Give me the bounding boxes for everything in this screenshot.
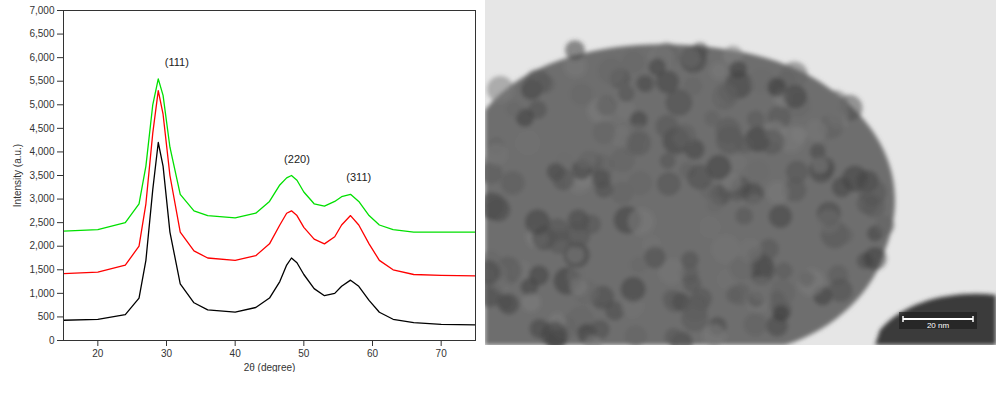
svg-text:4,500: 4,500 [29, 123, 54, 134]
svg-text:20: 20 [92, 348, 104, 359]
svg-text:50: 50 [298, 348, 310, 359]
svg-text:(111): (111) [165, 56, 189, 68]
svg-text:40: 40 [230, 348, 242, 359]
svg-text:70: 70 [436, 348, 448, 359]
svg-text:20 nm: 20 nm [927, 321, 950, 330]
svg-text:6,000: 6,000 [29, 52, 54, 63]
svg-text:(311): (311) [346, 171, 371, 183]
svg-text:60: 60 [367, 348, 379, 359]
svg-text:2,500: 2,500 [29, 217, 54, 228]
svg-text:1,000: 1,000 [29, 288, 54, 299]
svg-text:500: 500 [38, 311, 55, 322]
svg-text:3,500: 3,500 [29, 170, 54, 181]
svg-text:6,500: 6,500 [29, 28, 54, 39]
svg-text:5,000: 5,000 [29, 99, 54, 110]
svg-text:1,500: 1,500 [29, 264, 54, 275]
svg-text:4,000: 4,000 [29, 146, 54, 157]
svg-text:3,000: 3,000 [29, 193, 54, 204]
svg-text:0: 0 [49, 335, 55, 346]
svg-text:2θ (degree): 2θ (degree) [244, 362, 296, 373]
svg-text:Intensity (a.u.): Intensity (a.u.) [12, 144, 23, 207]
svg-text:5,500: 5,500 [29, 75, 54, 86]
svg-text:2,000: 2,000 [29, 240, 54, 251]
svg-text:(220): (220) [284, 153, 310, 165]
svg-text:7,000: 7,000 [29, 5, 54, 16]
svg-text:30: 30 [161, 348, 173, 359]
